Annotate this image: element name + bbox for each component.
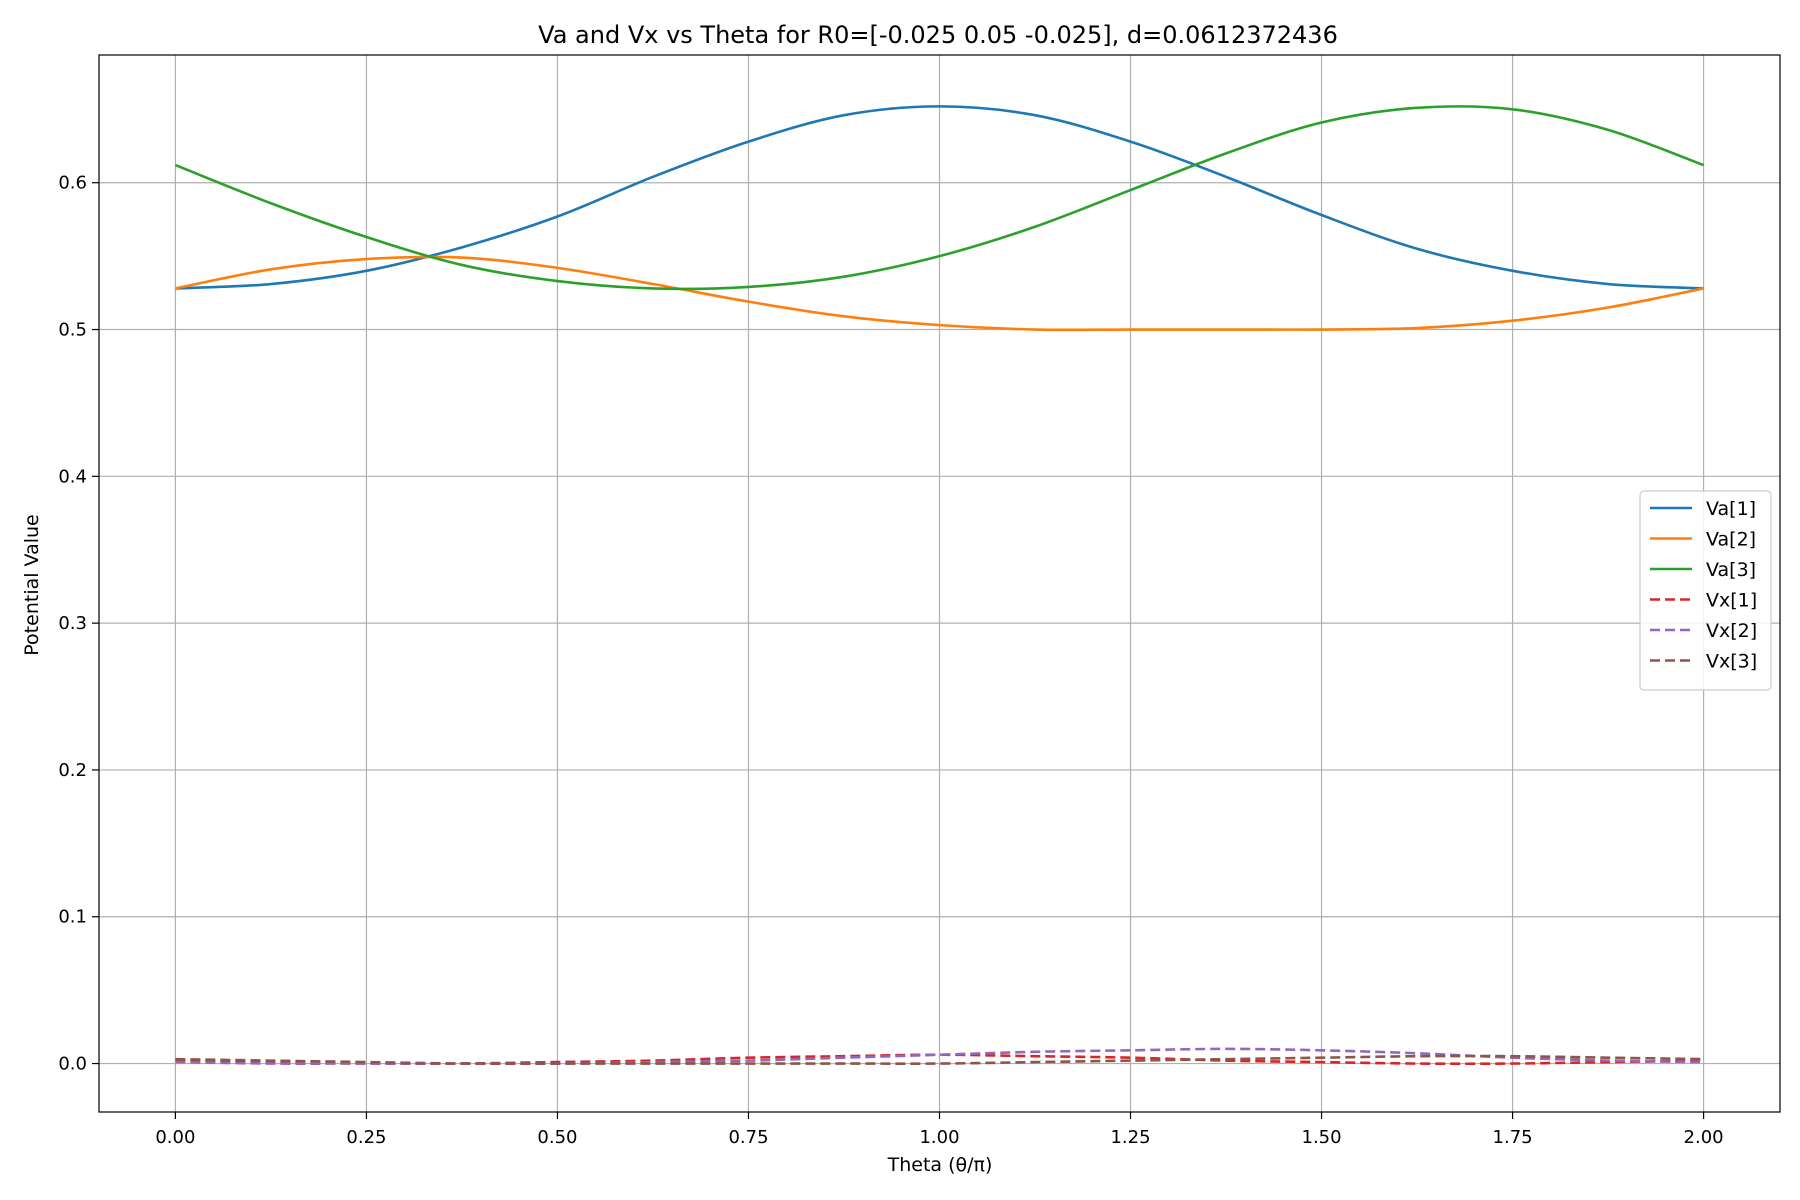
legend-label: Va[2] [1706, 529, 1756, 551]
y-tick-label: 0.0 [58, 1054, 87, 1075]
x-tick-label: 1.50 [1302, 1127, 1342, 1148]
y-tick-label: 0.4 [58, 466, 87, 487]
series-line-va-1 [175, 105, 1704, 290]
x-tick-label: 0.50 [537, 1127, 577, 1148]
legend-box [1639, 490, 1772, 691]
legend-label: Vx[2] [1706, 620, 1757, 642]
x-tick-label: 0.25 [346, 1127, 386, 1148]
x-tick-label: 1.75 [1493, 1127, 1533, 1148]
chart-title: Va and Vx vs Theta for R0=[-0.025 0.05 -… [538, 21, 1338, 49]
y-tick-label: 0.2 [58, 760, 87, 781]
series-line-va-3 [174, 105, 1705, 291]
series-line-vx-3 [175, 1054, 1704, 1065]
legend: Va[1] Va[2] Va[3] Vx[1] Vx[2] Vx[3] [1639, 490, 1772, 691]
legend-label: Va[3] [1706, 559, 1756, 581]
legend-label: Vx[3] [1706, 651, 1757, 673]
y-tick-label: 0.6 [58, 173, 87, 194]
x-tick-label: 1.25 [1110, 1127, 1150, 1148]
x-tick-label: 1.00 [919, 1127, 959, 1148]
axis-ticks: 0.00 0.25 0.50 0.75 1.00 1.25 1.50 1.75 2.00 0.0 0… [58, 173, 1723, 1148]
grid-lines [99, 55, 1780, 1112]
x-tick-label: 2.00 [1684, 1127, 1724, 1148]
x-tick-label: 0.75 [728, 1127, 768, 1148]
y-tick-label: 0.1 [58, 907, 87, 928]
y-tick-label: 0.3 [58, 613, 87, 634]
series-lines [174, 105, 1705, 1066]
x-tick-label: 0.00 [155, 1127, 195, 1148]
y-axis-label: Potential Value [21, 514, 43, 655]
x-axis-label: Theta (θ/π) [887, 1154, 993, 1176]
legend-label: Vx[1] [1706, 590, 1757, 612]
y-tick-label: 0.5 [58, 320, 87, 341]
legend-label: Va[1] [1706, 498, 1756, 520]
